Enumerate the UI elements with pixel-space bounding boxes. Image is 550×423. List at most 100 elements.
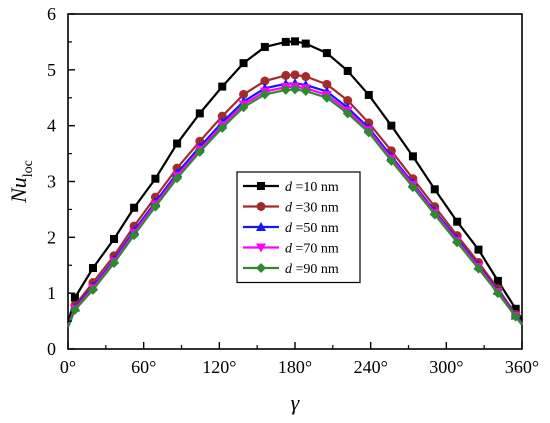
axes: 0° 60° 120° 180° 240° 300° 360° 0 1 2 3 4 5 6 γ Nuloc	[6, 4, 539, 415]
y-axis-title: Nuloc	[6, 160, 36, 204]
legend-marker	[256, 243, 266, 253]
legend-marker	[256, 222, 266, 231]
y-tick-label: 5	[47, 60, 56, 80]
data-point	[452, 237, 463, 248]
y-tick-label: 2	[47, 227, 56, 247]
legend-label: d =10 nm	[285, 180, 339, 195]
data-point	[173, 139, 182, 148]
y-axis-title-main: Nu	[6, 177, 31, 204]
data-point	[493, 276, 502, 285]
data-point	[239, 89, 249, 99]
legend-entry: d =10 nm	[243, 180, 339, 195]
legend: d =10 nmd =30 nmd =50 nmd =70 nmd =90 nm	[236, 171, 361, 284]
legend-label-value: =10 nm	[292, 180, 339, 195]
x-tick-label: 60°	[131, 357, 156, 377]
series-5	[66, 84, 523, 328]
data-point	[259, 89, 270, 100]
series-1	[66, 37, 523, 324]
data-point	[321, 92, 332, 103]
x-tick-label: 300°	[429, 357, 463, 377]
data-point	[218, 82, 227, 91]
data-point	[453, 217, 462, 226]
data-point	[109, 258, 120, 269]
data-point	[290, 70, 300, 80]
legend-label-variable: d	[285, 180, 293, 195]
data-point	[343, 96, 353, 106]
legend-label-value: =30 nm	[292, 201, 339, 216]
data-point	[363, 127, 374, 138]
y-tick-label: 3	[47, 172, 56, 192]
data-point	[430, 185, 439, 194]
data-point	[322, 49, 331, 58]
legend-entry: d =70 nm	[243, 242, 339, 257]
data-point	[110, 235, 119, 244]
y-axis-title-subscript: loc	[21, 160, 36, 177]
legend-marker	[256, 263, 266, 273]
data-point	[510, 311, 521, 322]
legend-entry: d =90 nm	[243, 262, 339, 277]
y-tick-label: 0	[47, 339, 56, 359]
data-point	[492, 288, 503, 299]
data-point	[407, 182, 418, 193]
legend-marker	[256, 202, 266, 211]
data-point	[300, 86, 311, 97]
legend-marker	[257, 182, 265, 190]
data-point	[172, 173, 183, 184]
data-point	[301, 39, 310, 48]
x-tick-label: 360°	[505, 357, 539, 377]
data-point	[238, 102, 249, 113]
data-point	[364, 90, 373, 99]
data-point	[194, 146, 205, 157]
legend-label: d =70 nm	[285, 242, 339, 257]
legend-label-variable: d	[285, 262, 293, 277]
legend-label-variable: d	[285, 201, 293, 216]
x-tick-label: 0°	[60, 357, 76, 377]
legend-label: d =50 nm	[285, 221, 339, 236]
data-point	[130, 203, 139, 212]
legend-label-value: =90 nm	[292, 262, 339, 277]
legend-entry: d =50 nm	[243, 221, 339, 236]
data-point	[281, 70, 291, 80]
legend-label-variable: d	[285, 221, 293, 236]
data-point	[511, 304, 520, 313]
data-point	[386, 155, 397, 166]
data-point	[69, 304, 80, 315]
data-point	[217, 122, 228, 133]
x-tick-label: 120°	[202, 357, 236, 377]
data-point	[260, 42, 269, 51]
data-point	[239, 59, 248, 68]
legend-label-value: =70 nm	[292, 242, 339, 257]
data-point	[301, 72, 311, 82]
data-point	[290, 84, 300, 95]
data-point	[322, 79, 332, 89]
data-point	[195, 109, 204, 118]
data-point	[88, 264, 97, 273]
series-layer	[66, 37, 523, 328]
data-point	[260, 76, 270, 86]
data-point	[342, 108, 353, 119]
data-point	[474, 245, 483, 254]
data-point	[150, 201, 161, 212]
y-tick-label: 1	[47, 283, 56, 303]
data-point	[217, 111, 227, 121]
data-point	[408, 152, 417, 161]
y-tick-label: 6	[47, 4, 56, 24]
legend-label-variable: d	[285, 242, 293, 257]
x-tick-label: 180°	[278, 357, 312, 377]
y-tick-label: 4	[47, 116, 56, 136]
x-tick-label: 240°	[354, 357, 388, 377]
data-point	[343, 66, 352, 75]
legend-entry: d =30 nm	[243, 201, 339, 216]
data-point	[129, 230, 140, 241]
x-axis-title: γ	[291, 390, 301, 415]
legend-label: d =90 nm	[285, 262, 339, 277]
data-point	[473, 263, 484, 274]
data-point	[291, 37, 299, 46]
legend-label-value: =50 nm	[292, 221, 339, 236]
data-point	[70, 293, 79, 302]
legend-label: d =30 nm	[285, 201, 339, 216]
data-point	[87, 284, 98, 295]
data-point	[387, 121, 396, 130]
